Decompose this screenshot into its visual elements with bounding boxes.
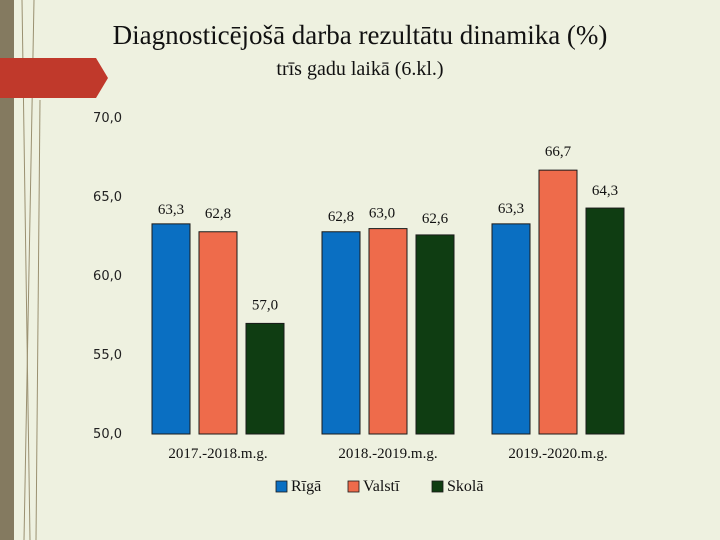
bar-valstī-1 — [368, 228, 408, 435]
x-category-label: 2019.-2020.m.g. — [508, 446, 607, 462]
title-ribbon — [0, 58, 108, 98]
bar-skolā-2 — [585, 207, 625, 435]
y-tick-label: 50,0 — [93, 427, 122, 442]
bar-rīgā-1 — [321, 231, 361, 435]
y-tick-label: 55,0 — [93, 348, 122, 363]
data-label: 63,3 — [158, 202, 184, 218]
bar-valstī-0 — [198, 231, 238, 435]
data-label: 66,7 — [545, 144, 572, 160]
page-title: Diagnosticējošā darba rezultātu dinamika… — [112, 20, 608, 50]
data-label: 62,6 — [422, 211, 449, 227]
page-subtitle: trīs gadu laikā (6.kl.) — [276, 58, 444, 80]
data-label: 57,0 — [252, 297, 278, 313]
y-tick-label: 70,0 — [93, 111, 122, 126]
data-label: 63,0 — [369, 206, 395, 222]
x-category-label: 2018.-2019.m.g. — [338, 446, 437, 462]
bar-skolā-0 — [245, 322, 285, 435]
legend-label: Skolā — [447, 478, 483, 495]
left-decorative-stripe — [0, 0, 14, 540]
bar-valstī-2 — [538, 169, 578, 435]
legend-swatch-valstī — [347, 480, 360, 493]
legend-label: Rīgā — [291, 478, 321, 495]
legend-swatch-rīgā — [275, 480, 288, 493]
y-tick-label: 65,0 — [93, 190, 122, 205]
bar-rīgā-0 — [151, 223, 191, 435]
bar-rīgā-2 — [491, 223, 531, 435]
x-category-label: 2017.-2018.m.g. — [168, 446, 267, 462]
data-label: 62,8 — [328, 209, 354, 225]
data-label: 62,8 — [205, 206, 231, 222]
data-label: 63,3 — [498, 201, 524, 217]
y-tick-label: 60,0 — [93, 269, 122, 284]
legend-swatch-skolā — [431, 480, 444, 493]
data-label: 64,3 — [592, 183, 618, 199]
bar-skolā-1 — [415, 234, 455, 435]
legend-label: Valstī — [363, 478, 400, 495]
